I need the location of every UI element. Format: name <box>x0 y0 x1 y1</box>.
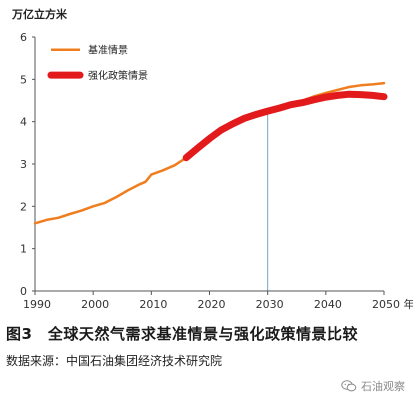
x-tick-label: 1990 <box>23 298 51 311</box>
x-tick-label: 2020 <box>198 298 226 311</box>
y-tick-label: 2 <box>20 200 27 213</box>
watermark: 石油观察 <box>341 378 405 394</box>
series-line-baseline <box>33 81 386 225</box>
y-tick-label: 1 <box>20 243 27 256</box>
y-tick-label: 5 <box>20 73 27 86</box>
x-tick-label: 2010 <box>139 298 167 311</box>
axes: 0 1 2 3 4 5 6 1990 2000 2010 2020 2030 2040 2050 年 <box>20 31 413 311</box>
y-tick-label: 4 <box>20 116 27 129</box>
y-tick-label: 3 <box>20 158 27 171</box>
chart: 万亿立方米 0 1 2 3 4 5 6 1990 2000 2010 2020 2030 2040 205… <box>11 7 413 311</box>
x-tick-label: 2040 <box>314 298 342 311</box>
y-tick-label: 6 <box>20 31 27 44</box>
series-line-policy <box>182 90 388 162</box>
x-tick-label: 2030 <box>256 298 284 311</box>
y-axis-label: 万亿立方米 <box>11 7 68 21</box>
y-tick-label: 0 <box>20 285 27 298</box>
x-tick-label: 2050 年 <box>372 297 413 311</box>
wechat-icon <box>341 380 357 392</box>
figure-caption: 图3 全球天然气需求基准情景与强化政策情景比较 <box>6 325 358 343</box>
x-tick-label: 2000 <box>81 298 109 311</box>
series-layer <box>33 81 388 225</box>
legend-label: 基准情景 <box>88 44 128 57</box>
data-source: 数据来源：中国石油集团经济技术研究院 <box>6 354 223 368</box>
watermark-text: 石油观察 <box>361 380 405 393</box>
legend-label: 强化政策情景 <box>88 69 148 82</box>
